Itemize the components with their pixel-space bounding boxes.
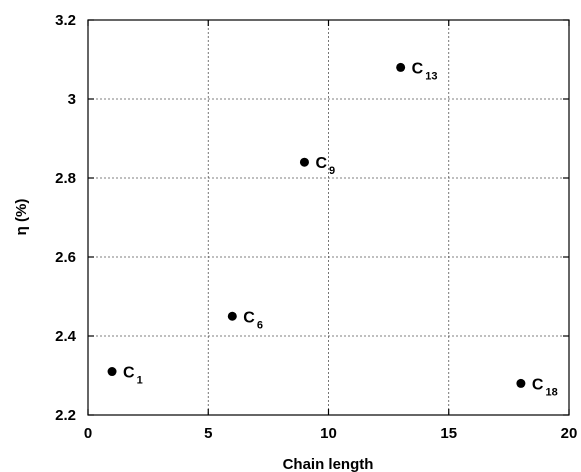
y-tick-labels: 2.2 2.4 2.6 2.8 3 3.2 bbox=[55, 12, 77, 424]
data-point-label-main: C bbox=[123, 365, 135, 382]
data-point bbox=[107, 367, 117, 377]
x-tick-label: 10 bbox=[320, 425, 337, 442]
x-tick-label: 5 bbox=[204, 425, 212, 442]
data-point bbox=[227, 311, 237, 321]
data-point bbox=[299, 157, 309, 167]
data-points: C 1C 6C 9C 13C 18 bbox=[107, 60, 558, 398]
data-point-label-main: C bbox=[315, 155, 327, 172]
x-axis-title: Chain length bbox=[283, 456, 374, 472]
x-tick-label: 0 bbox=[84, 425, 92, 442]
data-point-label-subscript: 6 bbox=[257, 319, 263, 331]
data-point-label-subscript: 18 bbox=[545, 386, 557, 398]
y-tick-label: 2.2 bbox=[55, 407, 76, 424]
grid-lines bbox=[88, 20, 569, 415]
x-tick-label: 15 bbox=[440, 425, 457, 442]
y-tick-label: 2.4 bbox=[55, 328, 77, 345]
x-tick-label: 20 bbox=[561, 425, 578, 442]
axis-ticks bbox=[87, 19, 570, 416]
y-axis-title: η (%) bbox=[13, 199, 30, 236]
y-tick-label: 3.2 bbox=[55, 12, 76, 29]
data-point-label-main: C bbox=[412, 60, 424, 77]
data-point-label-main: C bbox=[243, 309, 255, 326]
data-point bbox=[396, 62, 406, 72]
data-point bbox=[516, 378, 526, 388]
data-point-label: C 18 bbox=[532, 376, 558, 398]
data-point-label-subscript: 13 bbox=[425, 70, 437, 82]
data-point-label: C 13 bbox=[412, 60, 438, 82]
data-point-label-main: C bbox=[532, 376, 544, 393]
y-tick-label: 3 bbox=[68, 91, 76, 108]
x-tick-labels: 0 5 10 15 20 bbox=[84, 425, 578, 442]
data-point-label-subscript: 1 bbox=[137, 375, 143, 387]
y-tick-label: 2.6 bbox=[55, 249, 76, 266]
data-point-label-subscript: 9 bbox=[329, 165, 335, 177]
y-tick-label: 2.8 bbox=[55, 170, 76, 187]
